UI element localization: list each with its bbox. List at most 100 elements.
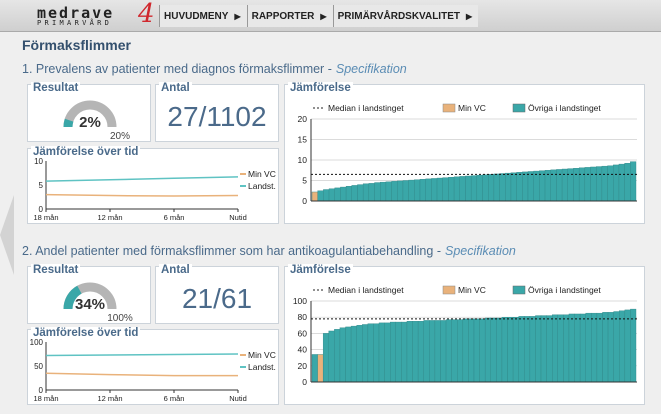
- legend-label: Min VC: [248, 169, 276, 179]
- bar: [351, 185, 358, 202]
- resultat-card: Resultat 34% 100%: [27, 264, 151, 324]
- antal-value: 27/1102: [167, 101, 267, 132]
- bar: [585, 312, 592, 383]
- nav-rapporter[interactable]: RAPPORTER ▶: [246, 5, 333, 27]
- time-label: Jämförelse över tid: [31, 146, 141, 158]
- antal-value: 21/61: [181, 283, 253, 314]
- bar: [384, 322, 391, 383]
- bar: [462, 318, 469, 383]
- y-tick-label: 0: [39, 205, 44, 214]
- legend-ovriga-swatch: [512, 103, 526, 113]
- bar: [457, 319, 464, 383]
- y-tick-label: 60: [298, 328, 308, 338]
- bar: [431, 178, 438, 202]
- bar: [340, 186, 347, 202]
- bar: [448, 177, 455, 202]
- bar: [518, 316, 525, 383]
- bar: [535, 315, 542, 383]
- gauge-max: 100%: [107, 313, 133, 324]
- time-card: Jämförelse över tid 0 50 100 18 mån 12 mån 6 …: [27, 327, 279, 405]
- y-tick-label: 80: [298, 312, 308, 322]
- bar: [395, 321, 402, 383]
- specifikation-link[interactable]: Specifikation: [444, 244, 516, 258]
- resultat-label: Resultat: [31, 264, 81, 276]
- bar: [561, 168, 568, 202]
- bar: [540, 315, 547, 383]
- bar: [368, 183, 375, 202]
- bar: [414, 179, 421, 202]
- x-tick-label: Nutid: [229, 394, 247, 403]
- y-tick-label: 10: [34, 157, 43, 166]
- bar: [479, 318, 486, 383]
- bar: [510, 172, 517, 202]
- bar: [339, 327, 346, 383]
- y-tick-label: 15: [298, 135, 308, 145]
- chevron-right-icon: ▶: [465, 11, 473, 21]
- legend-label: Övriga i landstinget: [528, 285, 601, 295]
- antal-card: Antal 27/1102: [155, 82, 279, 142]
- legend-min-vc-swatch: [442, 103, 456, 113]
- bar: [493, 173, 500, 202]
- bar: [579, 313, 586, 383]
- bar: [429, 320, 436, 383]
- bar: [373, 323, 380, 383]
- bar: [476, 174, 483, 202]
- bar: [601, 165, 608, 202]
- bar: [574, 313, 581, 383]
- bar: [362, 324, 369, 383]
- bar: [590, 166, 597, 202]
- bar: [397, 180, 404, 202]
- bar: [380, 181, 387, 202]
- resultat-gauge: 2% 20%: [63, 100, 130, 142]
- bar: [522, 171, 529, 202]
- gauge-value: 2%: [79, 114, 101, 131]
- bar: [385, 181, 392, 202]
- bar: [328, 330, 335, 383]
- bar: [613, 311, 620, 383]
- time-chart: 0 50 100 18 mån 12 mån 6 mån Nutid Min VC Landst…: [30, 338, 276, 403]
- comparison-label: Jämförelse: [288, 82, 353, 94]
- bar: [434, 320, 441, 383]
- gauge-max: 20%: [110, 131, 130, 142]
- nav-primarvardskvalitet[interactable]: PRIMÄRVÅRDSKVALITET ▶: [332, 5, 479, 27]
- bar: [417, 321, 424, 383]
- y-tick-label: 0: [302, 377, 307, 387]
- bar: [436, 177, 443, 202]
- bar: [317, 190, 324, 202]
- bar: [350, 325, 357, 383]
- antal-label: Antal: [159, 82, 192, 94]
- bar-min-vc: [311, 191, 318, 202]
- x-tick-label: 18 mån: [33, 213, 58, 222]
- series-line-min-vc: [45, 193, 239, 197]
- y-tick-label: 40: [298, 345, 308, 355]
- bar: [490, 317, 497, 383]
- bar: [507, 317, 514, 383]
- x-tick-label: 12 mån: [97, 213, 122, 222]
- series-line-landst: [45, 353, 239, 357]
- nav-huvudmeny[interactable]: HUVUDMENY ▶: [159, 5, 247, 27]
- nav-label: HUVUDMENY: [164, 10, 229, 22]
- legend-ovriga-swatch: [512, 285, 526, 295]
- legend-label: Min VC: [458, 285, 486, 295]
- bar: [544, 170, 551, 202]
- nav-label: PRIMÄRVÅRDSKVALITET: [337, 10, 460, 22]
- medrave-logo[interactable]: medrave PRIMARVÅRD 4: [37, 0, 157, 29]
- bar: [322, 333, 329, 383]
- legend-label: Min VC: [248, 350, 276, 360]
- previous-page-arrow-icon[interactable]: [0, 195, 14, 275]
- bar: [367, 323, 374, 383]
- bar-min-vc: [317, 354, 324, 383]
- legend-label: Övriga i landstinget: [528, 103, 601, 113]
- bar: [357, 184, 364, 202]
- bar: [423, 320, 430, 383]
- bar: [563, 314, 570, 383]
- bar: [613, 164, 620, 202]
- bar: [529, 316, 536, 383]
- bar: [334, 329, 341, 383]
- bar: [408, 179, 415, 202]
- bar: [328, 188, 335, 202]
- comparison-label: Jämförelse: [288, 264, 353, 276]
- comparison-card: Jämförelse Median i landstinget Min VC Övr…: [284, 82, 645, 224]
- specifikation-link[interactable]: Specifikation: [335, 62, 407, 76]
